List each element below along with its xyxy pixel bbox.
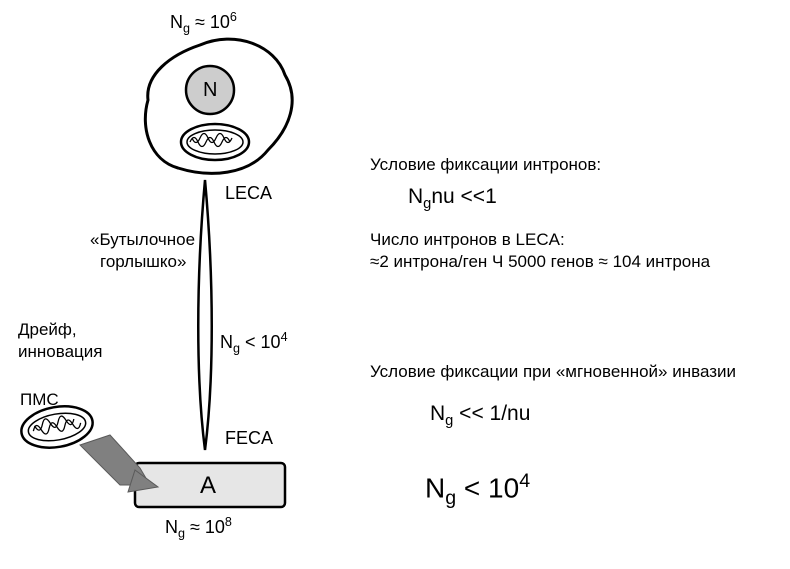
formula-rest: << 1/nu (453, 402, 530, 425)
formula-var: N (430, 402, 445, 425)
leca-mitochondrion (181, 124, 249, 160)
cond1-formula: Ngnu <<1 (408, 185, 497, 212)
bottleneck-label-1: «Бутылочное (90, 230, 195, 250)
ng-sub: g (233, 342, 240, 356)
drift-label-2: инновация (18, 342, 102, 362)
ng-lt: < 10 (240, 332, 281, 352)
diagram-stage: Ng ≈ 106 N LECA «Бутылочное горлышко» Др… (0, 0, 790, 569)
introns-line1: Число интронов в LECA: (370, 230, 565, 250)
final-formula: Ng < 104 (425, 470, 530, 510)
diagram-svg (0, 0, 790, 569)
formula-rest: < 10 (456, 472, 519, 503)
formula-var: N (408, 185, 423, 208)
formula-rest: nu <<1 (431, 185, 496, 208)
formula-var: N (425, 472, 445, 503)
cond1-text: Условие фиксации интронов: (370, 155, 601, 175)
leca-label: LECA (225, 183, 272, 204)
pms-label: ПМС (20, 390, 59, 410)
ng-exp: 6 (230, 10, 237, 24)
ng-var: N (165, 517, 178, 537)
ng-sub: g (183, 22, 190, 36)
cond2-formula: Ng << 1/nu (430, 402, 530, 429)
formula-exp: 4 (519, 470, 530, 492)
bottleneck-label-2: горлышко» (100, 252, 186, 272)
cond2-text: Условие фиксации при «мгновенной» инвази… (370, 362, 736, 382)
ng-approx: ≈ 10 (185, 517, 225, 537)
ng-sub: g (178, 527, 185, 541)
ng-exp: 8 (225, 515, 232, 529)
mid-ng-label: Ng < 104 (220, 330, 288, 356)
drift-label-1: Дрейф, (18, 320, 77, 340)
ng-approx: ≈ 10 (190, 12, 230, 32)
introns-line2: ≈2 интрона/ген Ч 5000 генов ≈ 104 интрон… (370, 252, 710, 272)
feca-label: FECA (225, 428, 273, 449)
ng-var: N (170, 12, 183, 32)
top-ng-label: Ng ≈ 106 (170, 10, 237, 36)
nucleus-label: N (203, 79, 217, 102)
bottleneck-shape (198, 180, 212, 450)
ng-var: N (220, 332, 233, 352)
bottom-ng-label: Ng ≈ 108 (165, 515, 232, 541)
formula-sub: g (445, 487, 456, 509)
archaea-label: A (200, 472, 216, 500)
ng-exp: 4 (281, 330, 288, 344)
